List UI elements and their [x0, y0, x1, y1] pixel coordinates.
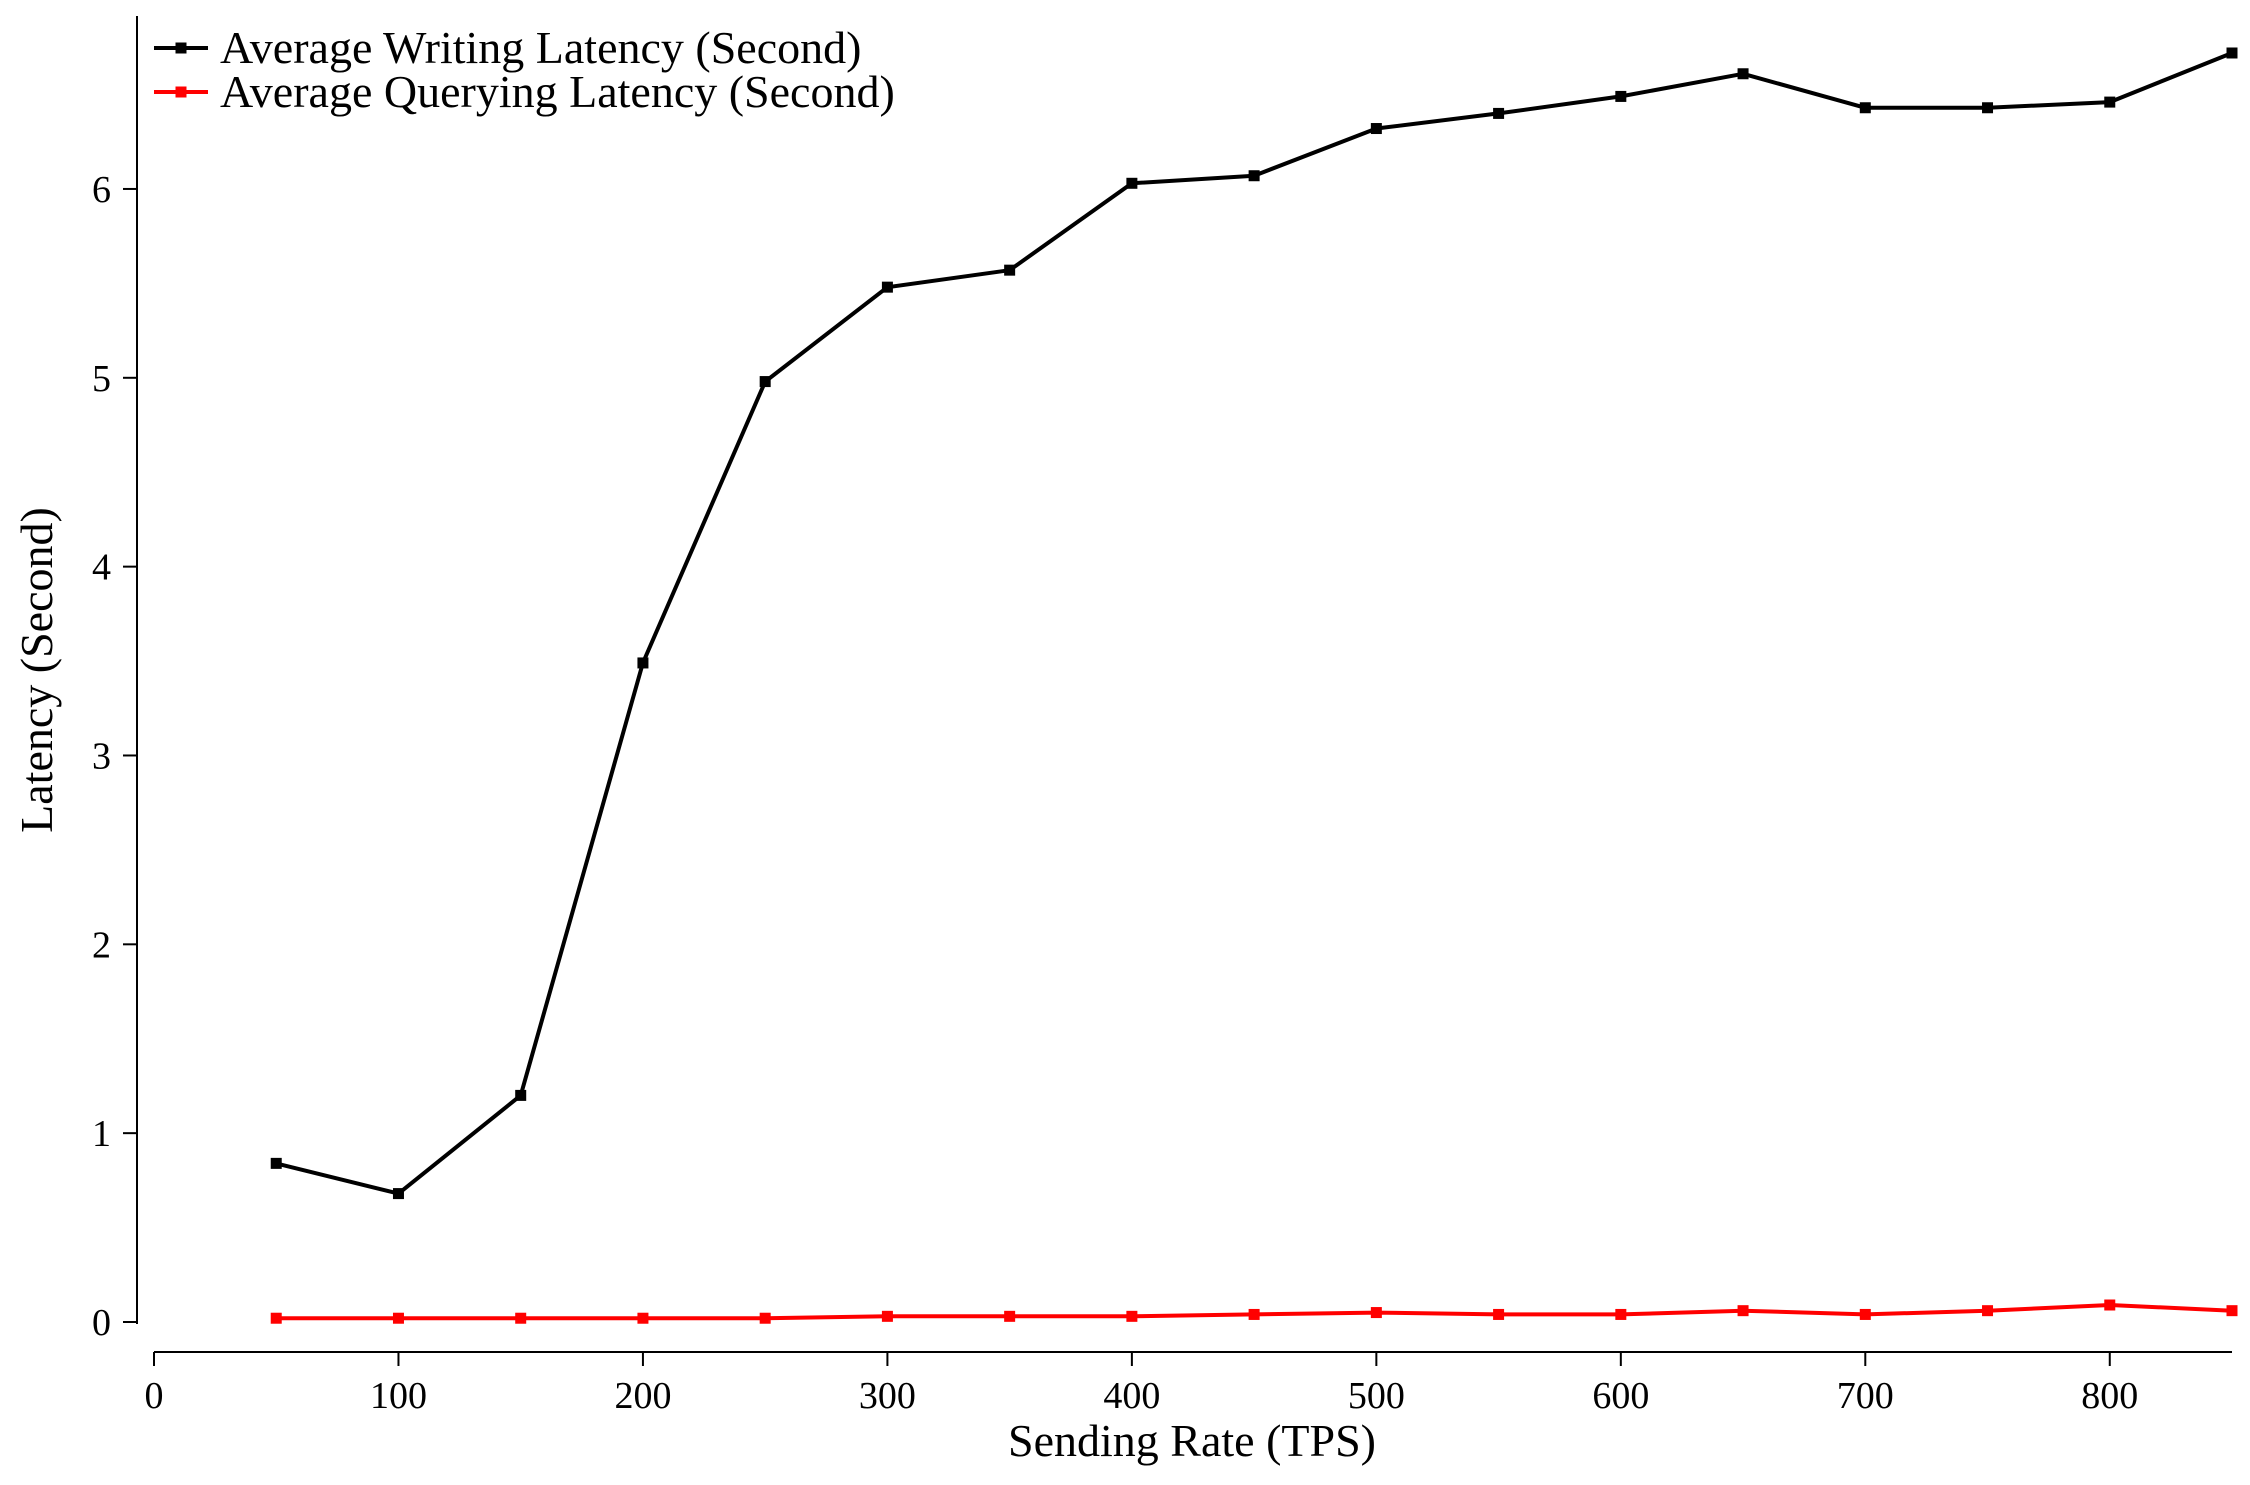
- data-point: [1982, 1305, 1994, 1317]
- legend-label: Average Writing Latency (Second): [220, 22, 861, 73]
- data-point: [2104, 1299, 2116, 1311]
- x-tick-label: 700: [1837, 1375, 1894, 1417]
- data-point: [1615, 1308, 1627, 1320]
- legend-item: Average Querying Latency (Second): [154, 66, 895, 117]
- x-tick-label: 800: [2081, 1375, 2138, 1417]
- data-point: [637, 657, 649, 669]
- data-point: [1982, 102, 1994, 114]
- data-point: [1737, 68, 1749, 80]
- legend-marker: [175, 86, 187, 98]
- series-2: [270, 1299, 2238, 1324]
- data-point: [1004, 1310, 1016, 1322]
- x-tick-label: 500: [1348, 1375, 1405, 1417]
- x-tick-label: 300: [859, 1375, 916, 1417]
- data-point: [1737, 1305, 1749, 1317]
- data-point: [1248, 170, 1260, 182]
- y-tick-label: 6: [92, 169, 111, 211]
- y-axis-title: Latency (Second): [11, 507, 62, 833]
- y-tick-label: 4: [92, 547, 111, 589]
- y-tick-label: 5: [92, 358, 111, 400]
- data-point: [2226, 47, 2238, 59]
- data-point: [1859, 1308, 1871, 1320]
- data-point: [1859, 102, 1871, 114]
- data-point: [1493, 107, 1505, 119]
- y-tick-label: 2: [92, 924, 111, 966]
- data-point: [1126, 177, 1138, 189]
- y-tick-label: 3: [92, 735, 111, 777]
- x-axis-title: Sending Rate (TPS): [1008, 1415, 1376, 1466]
- data-point: [515, 1312, 527, 1324]
- x-tick-label: 100: [370, 1375, 427, 1417]
- data-point: [1615, 90, 1627, 102]
- data-point: [392, 1312, 404, 1324]
- series-line: [275, 51, 2233, 1196]
- data-point: [759, 1312, 771, 1324]
- data-point: [270, 1157, 282, 1169]
- data-point: [1248, 1308, 1260, 1320]
- data-point: [1493, 1308, 1505, 1320]
- data-point: [1370, 123, 1382, 135]
- data-point: [1126, 1310, 1138, 1322]
- y-tick-label: 1: [92, 1113, 111, 1155]
- data-point: [392, 1188, 404, 1200]
- data-point: [881, 1310, 893, 1322]
- data-point: [1004, 264, 1016, 276]
- legend: Average Writing Latency (Second)Average …: [154, 22, 895, 117]
- legend-item: Average Writing Latency (Second): [154, 22, 861, 73]
- x-tick-label: 200: [614, 1375, 671, 1417]
- data-point: [1370, 1307, 1382, 1319]
- data-point: [2104, 96, 2116, 108]
- x-tick-label: 0: [145, 1375, 164, 1417]
- series-1: [270, 47, 2238, 1200]
- data-point: [759, 376, 771, 388]
- data-point: [2226, 1305, 2238, 1317]
- y-tick-label: 0: [92, 1302, 111, 1344]
- x-tick-label: 600: [1592, 1375, 1649, 1417]
- x-tick-label: 400: [1103, 1375, 1160, 1417]
- data-point: [270, 1312, 282, 1324]
- data-point: [637, 1312, 649, 1324]
- legend-label: Average Querying Latency (Second): [220, 66, 895, 117]
- data-point: [881, 281, 893, 293]
- axes: 0 1 2 3 4 5 6 0 100 200 300 400 500 600 700 800: [92, 16, 2232, 1417]
- data-point: [515, 1089, 527, 1101]
- legend-marker: [175, 42, 187, 54]
- series-lines: [270, 47, 2238, 1324]
